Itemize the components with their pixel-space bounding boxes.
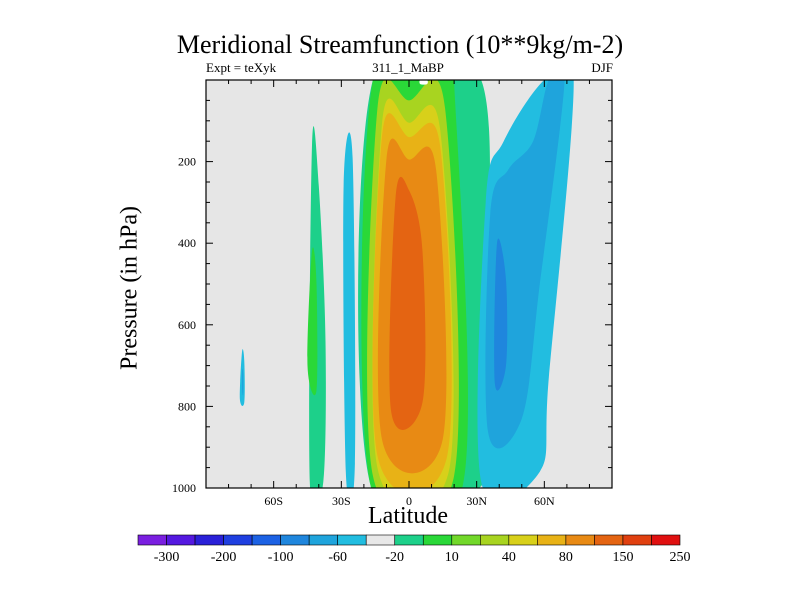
colorbar-box: [565, 534, 595, 546]
x-tick-label: 30S: [332, 494, 351, 508]
colorbar-box: [337, 534, 367, 546]
x-axis-label: Latitude: [368, 503, 448, 529]
colorbar-box: [194, 534, 224, 546]
colorbar-box: [365, 534, 396, 546]
colorbar-label: 250: [670, 550, 691, 565]
colorbar-box: [251, 534, 281, 546]
chart-title: Meridional Streamfunction (10**9kg/m-2): [176, 30, 624, 59]
colorbar-label: -300: [154, 550, 180, 565]
colorbar-box: [537, 534, 567, 546]
colorbar-box: [594, 534, 624, 546]
contour-region: [419, 80, 428, 85]
colorbar-label: -20: [385, 550, 404, 565]
colorbar-label: 40: [502, 550, 516, 565]
colorbar-box: [137, 534, 167, 546]
colorbar-label: -60: [328, 550, 347, 565]
y-tick-label: 400: [178, 236, 196, 250]
colorbar-box: [308, 534, 338, 546]
colorbar-box: [280, 534, 310, 546]
colorbar-label: 80: [559, 550, 573, 565]
season-label: DJF: [591, 60, 613, 75]
colorbar-box: [223, 534, 253, 546]
colorbar-label: -100: [268, 550, 294, 565]
contour-region: [494, 238, 508, 391]
contour-region: [241, 368, 244, 396]
contour-region: [309, 126, 326, 488]
y-axis-label: Pressure (in hPa): [116, 206, 143, 370]
colorbar-box: [166, 534, 196, 546]
contour-region: [389, 176, 426, 430]
contour-fills: [239, 80, 574, 488]
x-tick-label: 60S: [264, 494, 283, 508]
x-tick-label: 30N: [466, 494, 487, 508]
colorbar-box: [651, 534, 681, 546]
y-tick-label: 800: [178, 399, 196, 413]
x-tick-label: 60N: [534, 494, 555, 508]
run-label: 311_1_MaBP: [372, 60, 444, 75]
colorbar-box: [422, 534, 453, 546]
colorbar-box: [394, 534, 424, 546]
y-tick-label: 600: [178, 318, 196, 332]
contour-region: [343, 132, 356, 488]
experiment-label: Expt = teXyk: [206, 60, 277, 75]
colorbar-label: 150: [612, 550, 633, 565]
colorbar-box: [451, 534, 481, 546]
colorbar-box: [508, 534, 538, 546]
y-tick-label: 200: [178, 155, 196, 169]
y-tick-label: 1000: [172, 481, 196, 495]
colorbar-box: [480, 534, 510, 546]
colorbar-box: [622, 534, 652, 546]
x-tick-label: 0: [406, 494, 412, 508]
contour-region: [307, 247, 318, 396]
colorbar-label: -200: [211, 550, 237, 565]
colorbar-label: 10: [445, 550, 459, 565]
